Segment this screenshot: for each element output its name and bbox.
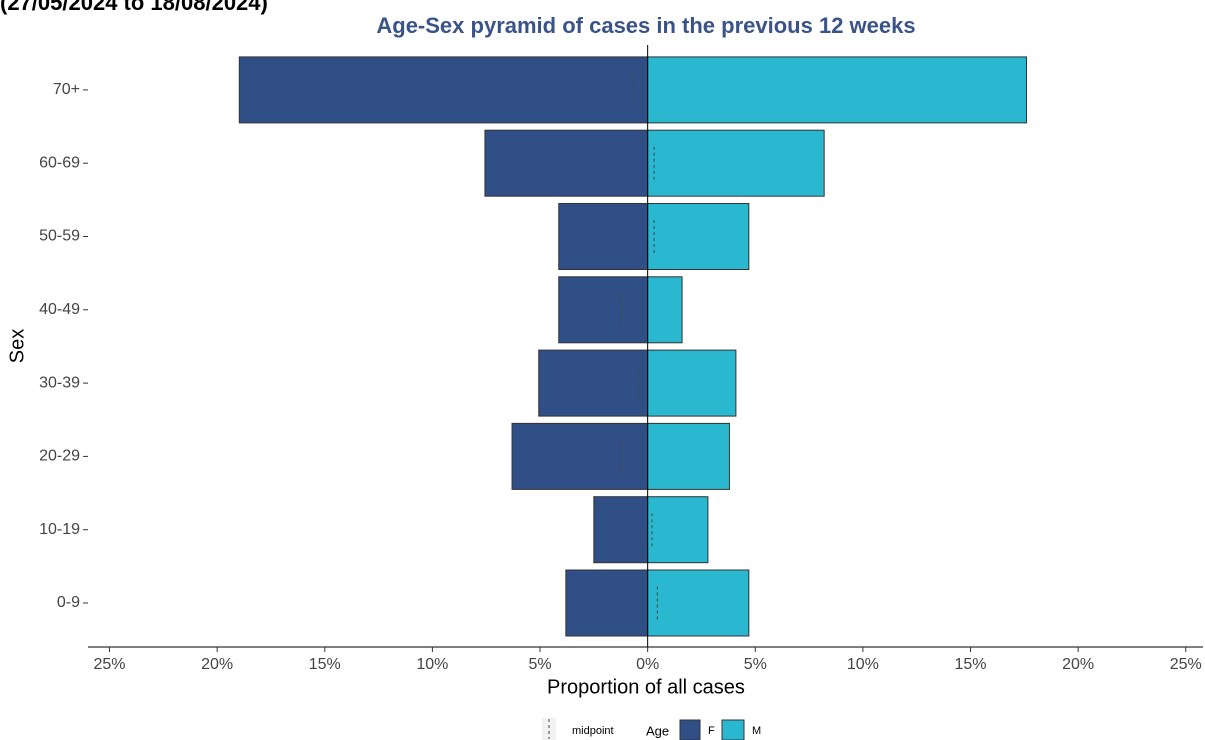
legend-label: F xyxy=(708,725,715,737)
x-tick-label: 20% xyxy=(1062,656,1094,673)
legend-label: midpoint xyxy=(572,725,614,737)
x-tick-label: 20% xyxy=(201,656,233,673)
legend-swatch xyxy=(721,719,745,740)
chart-title: Age-Sex pyramid of cases in the previous… xyxy=(376,13,915,38)
x-axis-label: Proportion of all cases xyxy=(547,676,745,698)
y-tick-label: 20-29 xyxy=(39,448,80,465)
bar xyxy=(647,422,730,490)
bar xyxy=(484,129,649,197)
legend-title: Age xyxy=(646,723,669,738)
chart-subtitle: (27/05/2024 to 18/08/2024) xyxy=(0,0,268,15)
bar xyxy=(647,203,750,270)
y-tick-label: 50-59 xyxy=(39,228,80,245)
y-tick-label: 60-69 xyxy=(39,154,80,171)
y-tick-label: 10-19 xyxy=(39,521,80,538)
x-tick-label: 5% xyxy=(528,656,551,673)
bar xyxy=(558,276,649,344)
x-tick-label: 10% xyxy=(847,656,879,673)
bar xyxy=(565,569,649,637)
legend-label: M xyxy=(752,725,761,737)
legend-swatch xyxy=(679,719,701,740)
bar xyxy=(647,276,683,344)
x-tick-label: 5% xyxy=(744,656,767,673)
legend-key-bg xyxy=(542,718,556,740)
bar xyxy=(647,349,737,417)
x-tick-label: 10% xyxy=(416,656,448,673)
x-tick-label: 15% xyxy=(955,656,987,673)
x-tick-label: 15% xyxy=(309,656,341,673)
x-tick-label: 0% xyxy=(636,656,659,673)
x-tick-label: 25% xyxy=(1170,656,1202,673)
bar xyxy=(647,56,1027,124)
y-tick-label: 70+ xyxy=(53,81,80,98)
y-axis-label: Sex xyxy=(6,329,28,363)
y-tick-label: 30-39 xyxy=(39,374,80,391)
bar xyxy=(593,496,649,564)
bar xyxy=(647,569,750,637)
x-tick-label: 25% xyxy=(94,656,126,673)
bar xyxy=(511,422,649,490)
y-tick-label: 40-49 xyxy=(39,301,80,318)
bar xyxy=(558,203,649,270)
bar xyxy=(238,56,649,124)
bar xyxy=(647,496,709,564)
bar xyxy=(538,349,649,417)
y-tick-label: 0-9 xyxy=(57,594,80,611)
bar xyxy=(647,129,825,197)
